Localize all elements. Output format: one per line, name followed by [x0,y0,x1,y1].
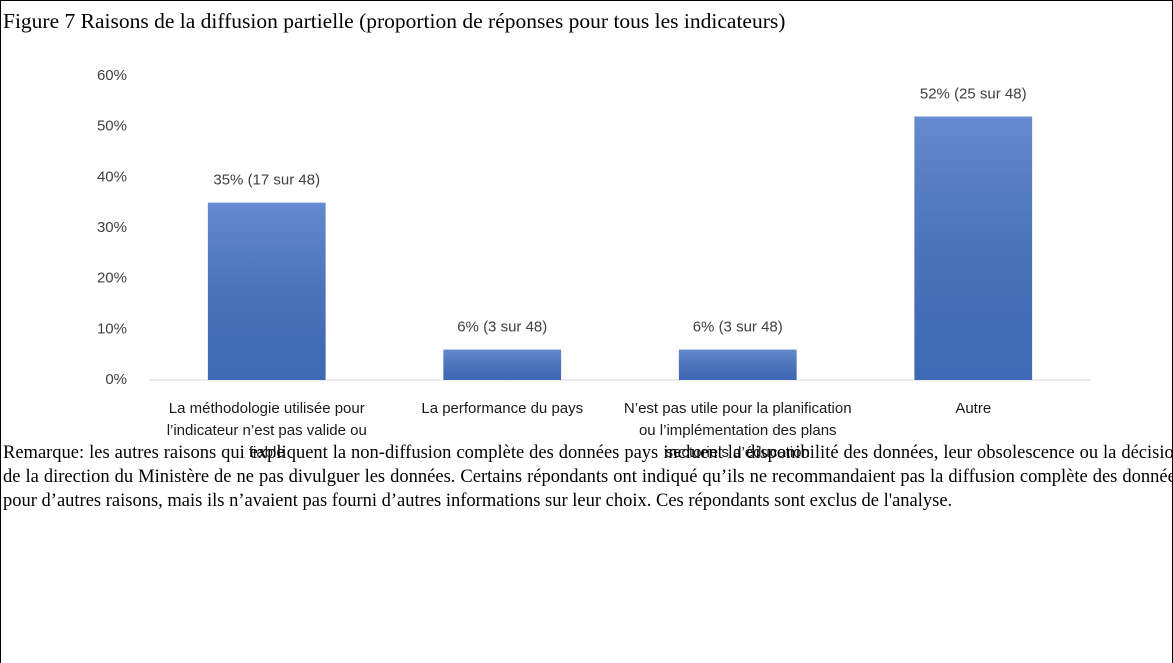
chart: 0% 10% 20% 30% 40% 50% 60% 35% (17 sur 48) 6% (3… [97,67,1091,388]
y-tick-label: 50% [97,118,127,135]
y-tick-label: 60% [97,67,127,84]
data-label: 35% (17 sur 48) [213,172,320,189]
note: Remarque: les autres raisons qui expliqu… [3,443,1173,511]
bar [443,349,562,380]
chart-title: Figure 7 Raisons de la diffusion partiel… [3,9,786,33]
y-tick-label: 40% [97,168,127,185]
y-tick-label: 20% [97,270,127,287]
x-tick-label: La performance du pays [421,400,584,417]
data-label: 6% (3 sur 48) [457,319,547,336]
y-tick-label: 30% [97,219,127,236]
y-tick-label: 0% [105,371,127,388]
data-label: 52% (25 sur 48) [920,86,1027,103]
x-tick-label: La méthodologie utilisée pour l’indicate… [166,400,367,461]
data-label: 6% (3 sur 48) [693,319,783,336]
bar [914,116,1033,381]
y-tick-label: 10% [97,320,127,337]
x-tick-label: N’est pas utile pour la planification ou… [623,400,852,461]
bar [207,202,326,380]
x-tick-label: Autre [955,400,992,417]
bar [678,349,797,380]
